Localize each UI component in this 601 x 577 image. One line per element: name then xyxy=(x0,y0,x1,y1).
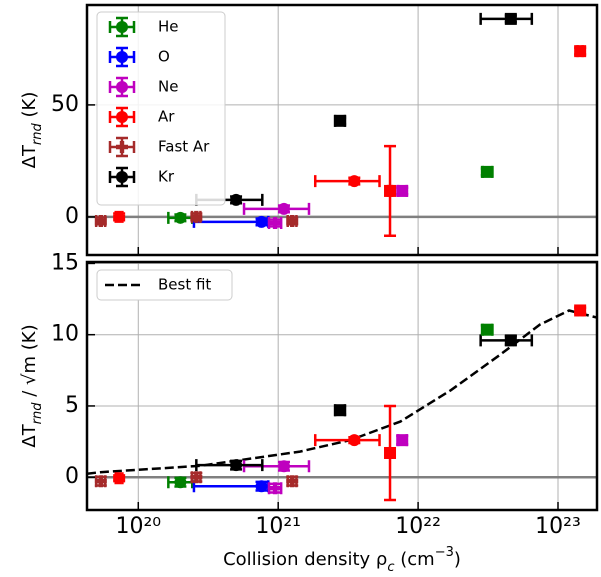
x-error-bar xyxy=(242,202,311,215)
point xyxy=(230,459,243,472)
point xyxy=(269,216,282,229)
point xyxy=(574,304,587,317)
point xyxy=(94,214,107,227)
point xyxy=(174,211,187,224)
point xyxy=(384,446,397,459)
point xyxy=(113,472,126,485)
point xyxy=(480,323,493,336)
x-error-bar xyxy=(313,434,381,447)
x-tick-label: 10²⁰ xyxy=(115,514,161,539)
fit-line xyxy=(87,309,597,475)
axis-label-part: c xyxy=(387,560,394,575)
legend-label: Ne xyxy=(158,78,178,96)
y-tick-label: 15 xyxy=(51,250,79,275)
axis-label-part: (cm xyxy=(395,549,435,570)
frame xyxy=(85,3,599,257)
legend-box xyxy=(96,269,233,301)
axis-label: Collision density ρc (cm−3) xyxy=(223,545,461,575)
point xyxy=(286,214,299,227)
axis-label: ΔTrnd / √m (K) xyxy=(19,324,45,447)
legend-label: He xyxy=(158,18,179,36)
point xyxy=(94,475,107,488)
point xyxy=(255,480,268,493)
y-tick-label: 0 xyxy=(65,204,79,229)
y-tick-label: 0 xyxy=(65,464,79,489)
axis-label-part: (K) xyxy=(19,92,40,124)
y-tick-label: 5 xyxy=(65,393,79,418)
x-error-bar xyxy=(195,459,264,472)
point xyxy=(286,475,299,488)
legend-label: Kr xyxy=(158,168,175,186)
point xyxy=(334,404,347,417)
point xyxy=(396,434,409,447)
x-tick-label: 10²³ xyxy=(535,514,581,539)
legend-label: Best fit xyxy=(158,276,211,294)
point xyxy=(574,45,587,58)
point xyxy=(334,114,347,127)
y-tick-label: 10 xyxy=(51,322,79,347)
legend-label: Ar xyxy=(158,108,175,126)
legend-marker xyxy=(116,171,128,183)
point xyxy=(504,334,517,347)
axis-label-part: ) xyxy=(454,549,461,570)
point xyxy=(277,460,290,473)
axis-label-part: ΔT xyxy=(19,423,40,447)
axis-label: ΔTrnd (K) xyxy=(19,92,45,169)
axis-label-part: / √m (K) xyxy=(19,324,40,402)
point xyxy=(396,184,409,197)
legend-marker xyxy=(116,51,128,63)
point xyxy=(230,193,243,206)
y-tick-label: 50 xyxy=(51,92,79,117)
axis-label-part: ΔT xyxy=(19,144,40,168)
axis-label-part: −3 xyxy=(435,545,454,560)
point xyxy=(277,202,290,215)
legend-label: O xyxy=(158,48,170,66)
frame xyxy=(85,260,599,512)
point xyxy=(190,210,203,223)
point xyxy=(113,210,126,223)
point xyxy=(190,471,203,484)
x-tick-label: 10²² xyxy=(395,514,441,539)
point xyxy=(480,165,493,178)
legend-marker xyxy=(116,21,128,33)
legend-box xyxy=(96,11,226,206)
legend-marker xyxy=(116,81,128,93)
legend-marker xyxy=(116,141,128,153)
x-error-bar xyxy=(313,175,381,188)
point xyxy=(255,215,268,228)
point xyxy=(504,12,517,25)
axis-label-part: Collision density ρ xyxy=(223,549,387,570)
point xyxy=(174,476,187,489)
legend-marker xyxy=(116,111,128,123)
legend-label: Fast Ar xyxy=(158,138,210,156)
axis-label-part: rnd xyxy=(30,402,45,425)
point xyxy=(269,482,282,495)
axis-label-part: rnd xyxy=(30,122,45,145)
point xyxy=(348,175,361,188)
point xyxy=(384,184,397,197)
x-tick-label: 10²¹ xyxy=(255,514,301,539)
point xyxy=(348,434,361,447)
